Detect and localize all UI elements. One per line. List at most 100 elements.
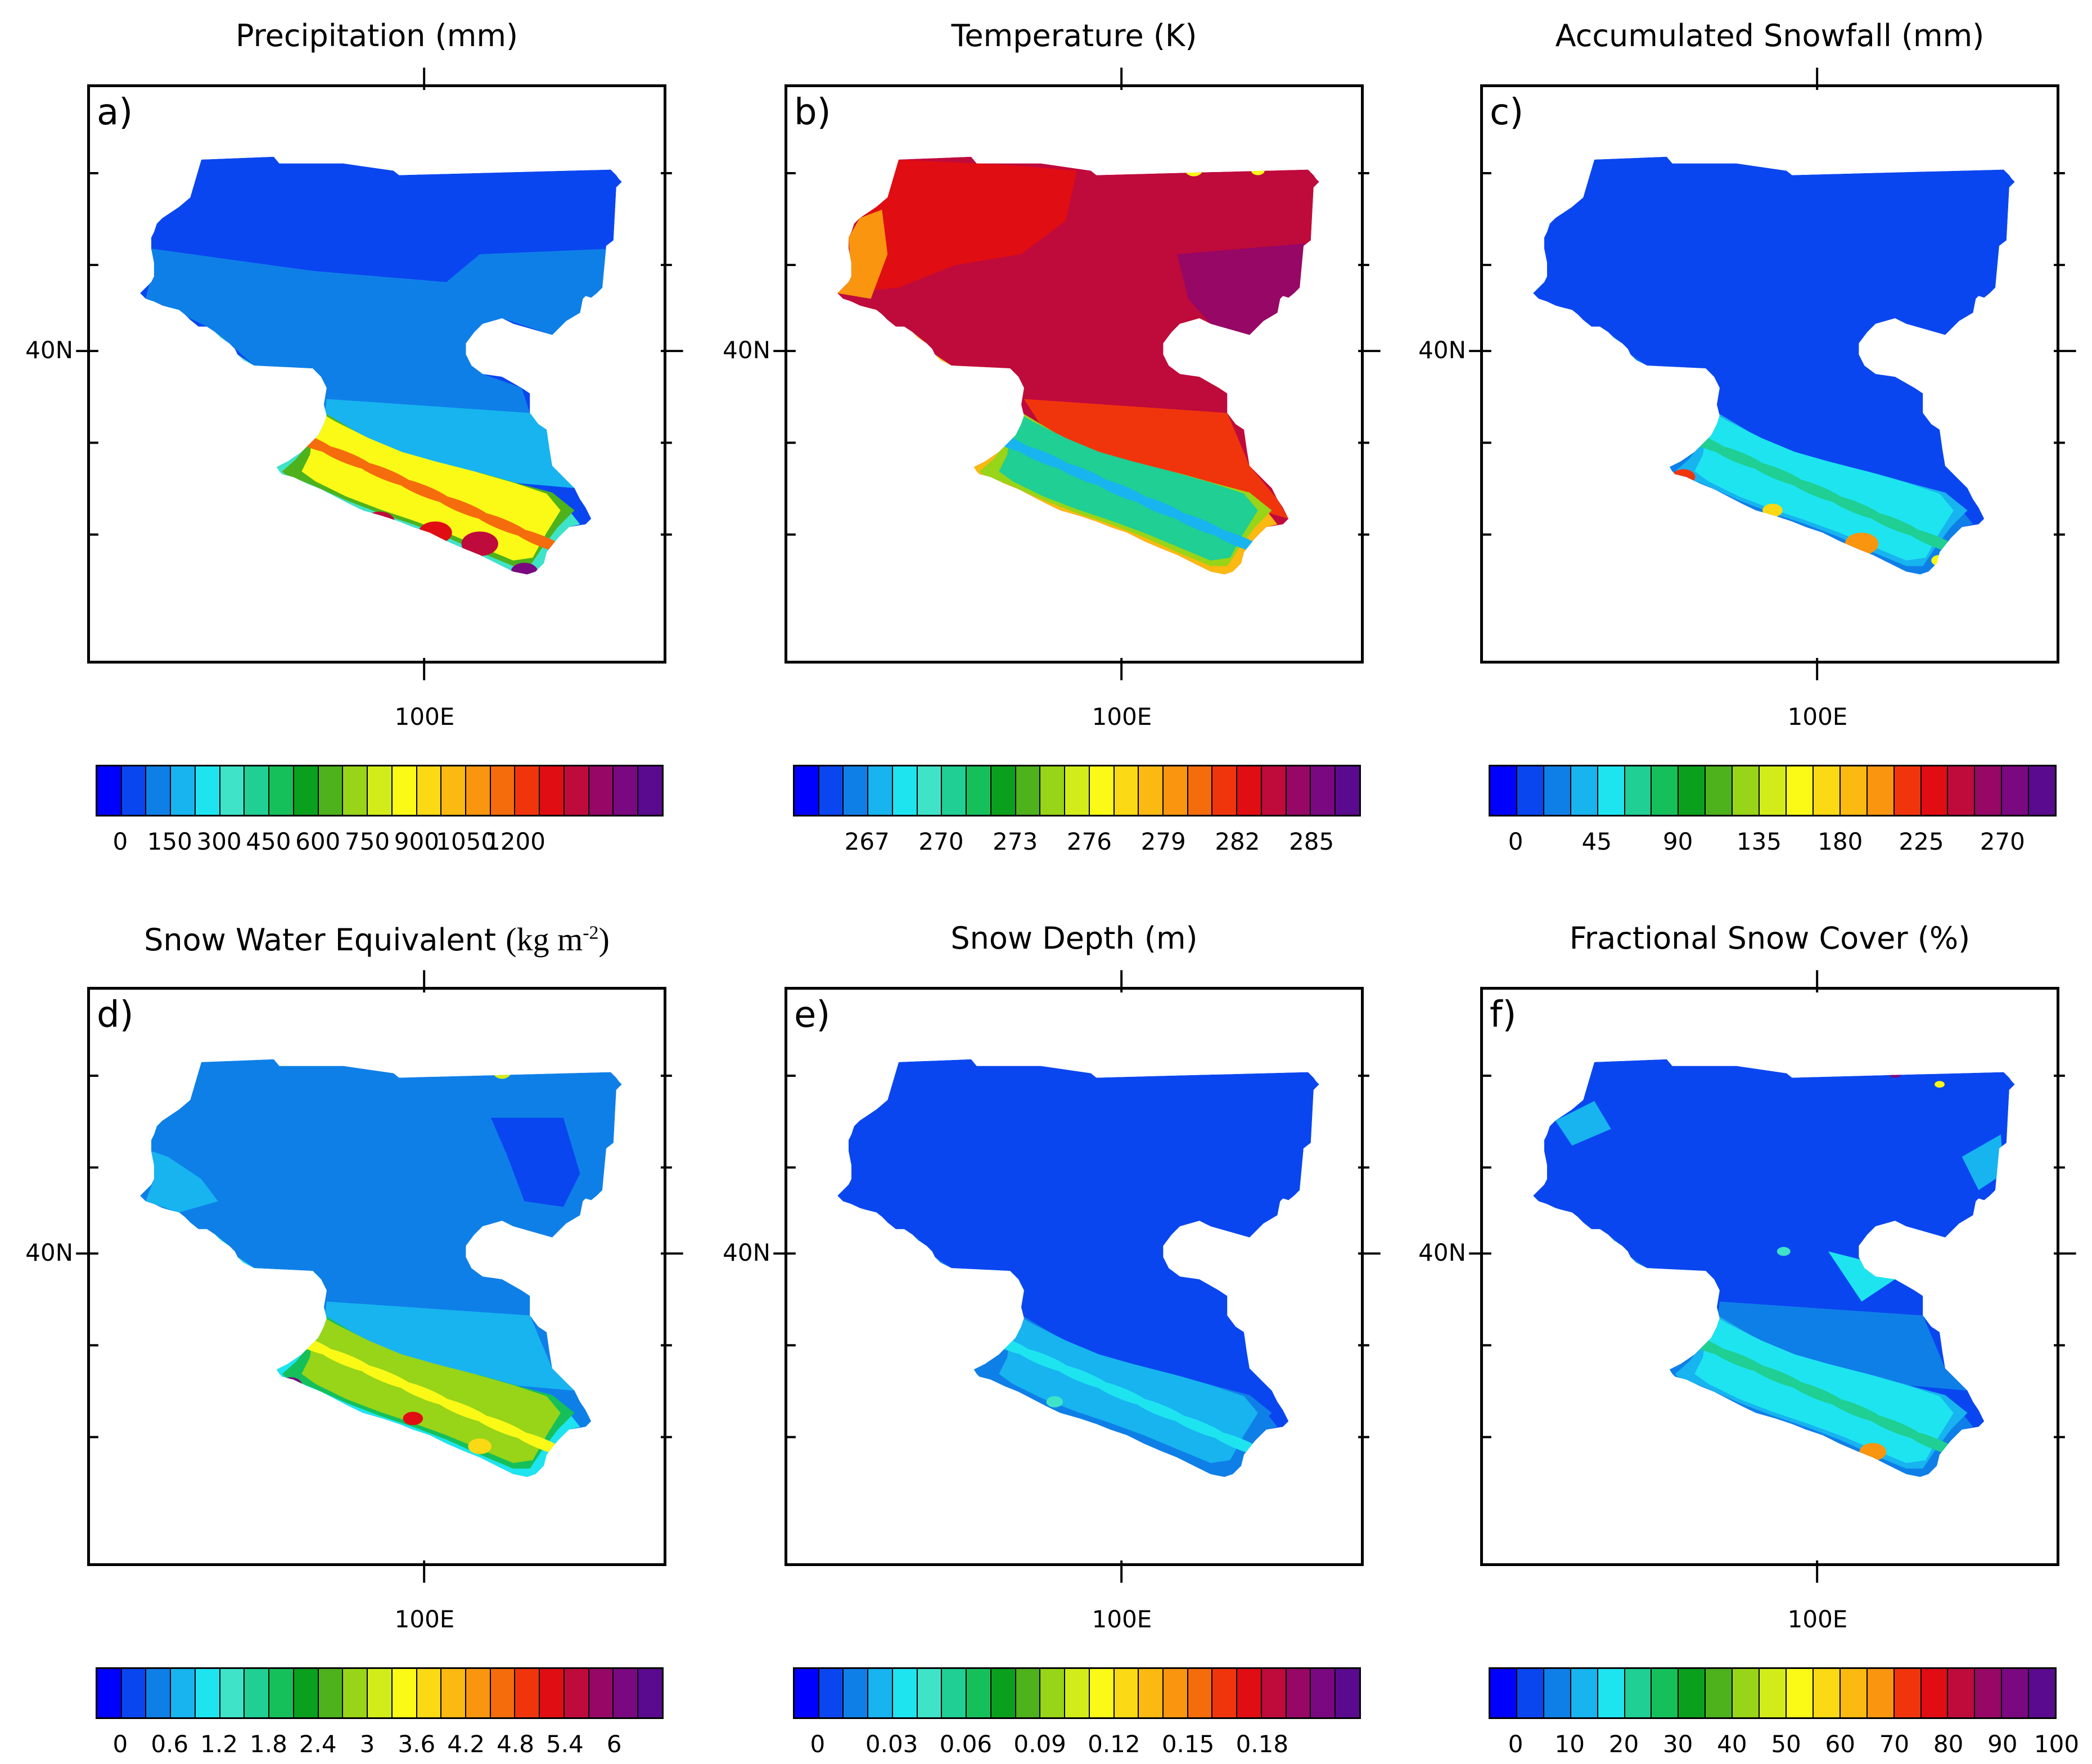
contour-band bbox=[1633, 411, 1690, 437]
contour-band bbox=[1828, 1251, 1895, 1302]
colorbar-swatch bbox=[220, 766, 245, 815]
colorbar-swatch bbox=[490, 1669, 516, 1717]
region-fill bbox=[1533, 156, 2015, 575]
colorbar-tick-label: 267 bbox=[844, 828, 890, 855]
colorbar-tick-label: 900 bbox=[394, 828, 439, 855]
latitude-label: 40N bbox=[723, 1238, 770, 1266]
contour-spot bbox=[1185, 165, 1202, 177]
colorbar-labels: 0 0.03 0.06 0.09 0.12 0.15 0.18 bbox=[793, 1730, 1361, 1764]
colorbar-swatch bbox=[540, 766, 565, 815]
colorbar-tick-label: 10 bbox=[1554, 1730, 1585, 1758]
contour-spot bbox=[418, 521, 452, 544]
colorbar-swatch bbox=[967, 1669, 991, 1717]
colorbar-swatch bbox=[1894, 766, 1922, 815]
colorbar-swatch bbox=[1652, 1669, 1679, 1717]
colorbar-tick-label: 1.2 bbox=[200, 1730, 238, 1758]
colorbar-tick-label: 45 bbox=[1581, 828, 1612, 855]
colorbar-swatch bbox=[269, 1669, 294, 1717]
colorbar-swatch bbox=[892, 766, 918, 815]
colorbar-swatch bbox=[1114, 1669, 1139, 1717]
colorbar-labels: 267 270 273 276 279 282 285 bbox=[793, 828, 1361, 861]
colorbar-swatch bbox=[441, 1669, 467, 1717]
contour-spot bbox=[1777, 1247, 1791, 1256]
contour-band bbox=[1962, 1134, 2004, 1190]
colorbar-labels: 0 150 300 450 600 750 900 1050 1200 bbox=[96, 828, 664, 861]
colorbar-swatch bbox=[245, 1669, 270, 1717]
contour-band bbox=[200, 395, 258, 420]
colorbar-swatch bbox=[1921, 1669, 1949, 1717]
map-panel-a: a) bbox=[76, 67, 683, 680]
colorbar-swatch bbox=[121, 766, 147, 815]
colorbar-swatch bbox=[1286, 1669, 1311, 1717]
contour-spot bbox=[1046, 1396, 1063, 1407]
colorbar-tick-label: 225 bbox=[1899, 828, 1944, 855]
colorbar-swatch bbox=[1706, 1669, 1733, 1717]
colorbar-swatch bbox=[638, 1669, 662, 1717]
panel-title: Fractional Snow Cover (%) bbox=[1569, 921, 1971, 956]
colorbar-tick-label: 279 bbox=[1140, 828, 1186, 855]
contour-spot bbox=[1631, 457, 1658, 475]
colorbar-labels: 0 45 90 135 180 225 270 bbox=[1489, 828, 2057, 861]
colorbar-swatch bbox=[441, 766, 467, 815]
longitude-label: 100E bbox=[1787, 703, 1848, 730]
colorbar-swatch bbox=[1188, 766, 1213, 815]
contour-band bbox=[837, 159, 1077, 294]
panel-label: a) bbox=[97, 92, 133, 133]
contour-spot bbox=[1671, 469, 1696, 485]
colorbar-tick-label: 20 bbox=[1608, 1730, 1639, 1758]
colorbar-tick-label: 1.8 bbox=[249, 1730, 287, 1758]
contour-spot bbox=[278, 1377, 303, 1393]
colorbar bbox=[793, 1667, 1361, 1719]
colorbar-swatch bbox=[1139, 766, 1164, 815]
latitude-label: 40N bbox=[1418, 1238, 1466, 1266]
colorbar-tick-label: 5.4 bbox=[545, 1730, 584, 1758]
colorbar-swatch bbox=[269, 766, 294, 815]
contour-spot bbox=[1931, 554, 1948, 566]
colorbar-swatch bbox=[294, 1669, 319, 1717]
colorbar-tick-label: 0.03 bbox=[865, 1730, 918, 1758]
colorbar-tick-label: 0.6 bbox=[151, 1730, 189, 1758]
colorbar-swatch bbox=[1571, 766, 1598, 815]
colorbar bbox=[793, 765, 1361, 816]
colorbar bbox=[1489, 1667, 2057, 1719]
colorbar-tick-label: 135 bbox=[1736, 828, 1782, 855]
map-svg bbox=[1469, 970, 2076, 1583]
contour-band bbox=[146, 249, 614, 413]
colorbar-swatch bbox=[1016, 766, 1041, 815]
colorbar-tick-label: 300 bbox=[196, 828, 242, 855]
colorbar-tick-label: 750 bbox=[344, 828, 390, 855]
panel-title: Temperature (K) bbox=[951, 18, 1197, 53]
colorbar-swatch bbox=[1544, 1669, 1571, 1717]
title-unit: (kg m-2) bbox=[506, 921, 610, 958]
colorbar-swatch bbox=[1786, 1669, 1814, 1717]
colorbar-swatch bbox=[795, 1669, 819, 1717]
colorbar-swatch bbox=[942, 766, 967, 815]
colorbar-swatch bbox=[564, 1669, 589, 1717]
contour-spot bbox=[493, 1067, 511, 1079]
colorbar-swatch bbox=[368, 766, 393, 815]
contour-spot bbox=[461, 531, 498, 556]
colorbar-swatch bbox=[1760, 1669, 1787, 1717]
colorbar-swatch bbox=[844, 766, 869, 815]
colorbar-swatch bbox=[318, 766, 344, 815]
colorbar-swatch bbox=[343, 1669, 368, 1717]
colorbar-swatch bbox=[1948, 1669, 1976, 1717]
contour-band bbox=[240, 1314, 297, 1339]
colorbar-tick-label: 285 bbox=[1289, 828, 1334, 855]
contour-spot bbox=[364, 511, 395, 532]
colorbar-swatch bbox=[417, 1669, 442, 1717]
colorbar-swatch bbox=[1040, 1669, 1066, 1717]
colorbar bbox=[96, 1667, 664, 1719]
map-panel-e: e) bbox=[773, 970, 1381, 1583]
colorbar-tick-label: 0.12 bbox=[1088, 1730, 1140, 1758]
colorbar-tick-label: 80 bbox=[1933, 1730, 1964, 1758]
colorbar-swatch bbox=[1065, 1669, 1090, 1717]
colorbar-swatch bbox=[819, 766, 844, 815]
colorbar-swatch bbox=[1490, 1669, 1517, 1717]
colorbar-swatch bbox=[2029, 766, 2055, 815]
contour-band bbox=[240, 411, 297, 437]
contour-spot bbox=[976, 1379, 994, 1391]
map-panel-f: f) bbox=[1469, 970, 2076, 1583]
contour-band bbox=[898, 395, 955, 420]
colorbar-swatch bbox=[795, 766, 819, 815]
